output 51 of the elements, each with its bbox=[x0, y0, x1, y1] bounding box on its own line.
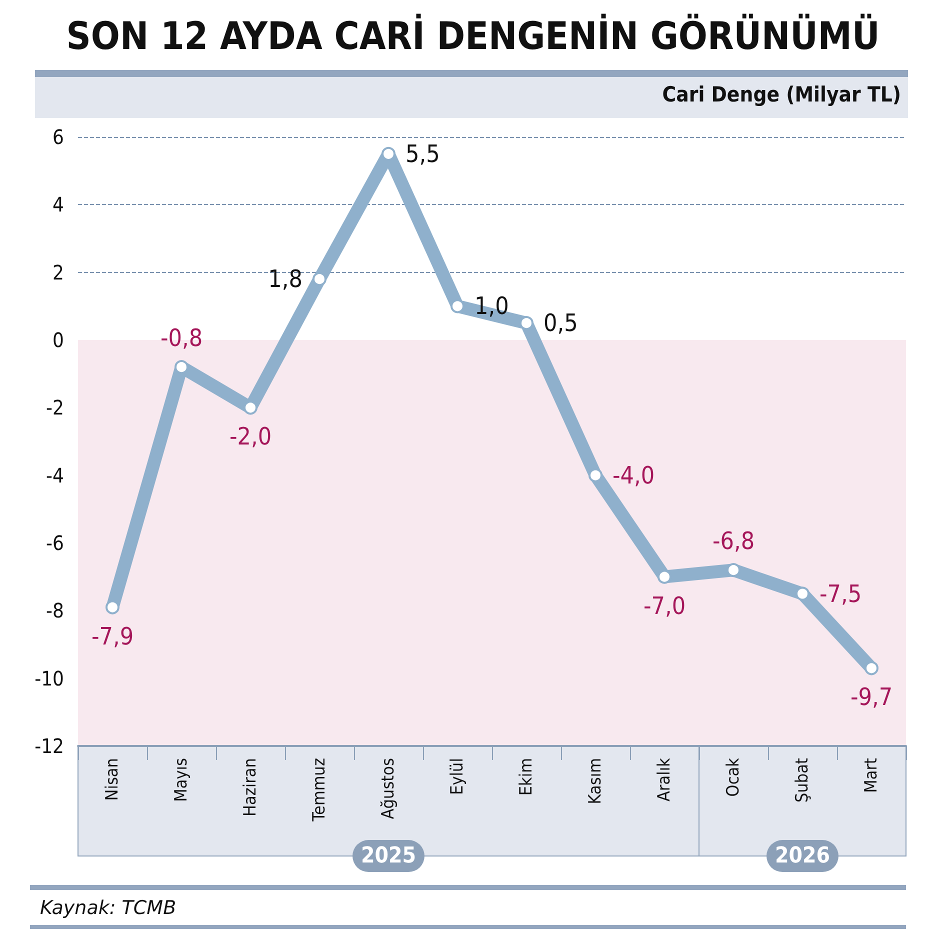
point bbox=[796, 586, 810, 601]
x-tick-label: Haziran bbox=[240, 758, 260, 817]
point bbox=[520, 316, 534, 330]
y-tick-label: 4 bbox=[52, 192, 64, 217]
x-tick-label: Ağustos bbox=[378, 758, 398, 820]
x-tick-label: Temmuz bbox=[310, 758, 330, 822]
x-tick-label: Mart bbox=[862, 758, 882, 793]
point bbox=[382, 146, 396, 161]
y-tick-label: 0 bbox=[52, 328, 64, 352]
data-label: 1,8 bbox=[268, 265, 302, 294]
x-tick-label: Ocak bbox=[724, 758, 744, 797]
data-label: 0,5 bbox=[544, 309, 578, 338]
y-tick-label: -10 bbox=[34, 666, 64, 690]
point bbox=[174, 360, 188, 374]
x-tick-label: Mayıs bbox=[172, 758, 192, 802]
x-tick-label: Aralık bbox=[654, 758, 674, 802]
data-label: -6,8 bbox=[712, 527, 755, 556]
y-axis-title: Cari Denge (Milyar TL) bbox=[662, 82, 902, 106]
y-tick-label: -6 bbox=[46, 531, 64, 555]
text: Kaynak: TCMB bbox=[40, 897, 176, 919]
text: 2026 bbox=[774, 844, 830, 868]
data-label: 1,0 bbox=[474, 292, 509, 320]
y-tick-label: 2 bbox=[52, 260, 64, 284]
data-label: -9,7 bbox=[850, 683, 893, 712]
x-tick-label: Kasım bbox=[586, 758, 606, 804]
y-tick-label: -12 bbox=[34, 734, 64, 758]
y-tick-label: -8 bbox=[46, 598, 64, 623]
point bbox=[244, 400, 258, 415]
point bbox=[588, 468, 602, 482]
data-label: -2,0 bbox=[229, 422, 272, 451]
x-tick-label: Nisan bbox=[102, 758, 122, 801]
x-tick-label: Şubat bbox=[792, 758, 812, 802]
y-tick-label: 6 bbox=[52, 125, 64, 149]
data-label: -7,5 bbox=[820, 580, 862, 608]
x-tick-label: Eylül bbox=[448, 758, 468, 795]
point bbox=[312, 272, 326, 286]
data-label: -4,0 bbox=[612, 461, 655, 490]
data-label: 5,5 bbox=[406, 140, 440, 168]
point bbox=[106, 600, 120, 614]
point bbox=[726, 563, 740, 578]
point bbox=[450, 299, 464, 314]
data-label: -0,8 bbox=[160, 324, 203, 352]
x-tick-label: Ekim bbox=[516, 758, 536, 796]
text: 2025 bbox=[360, 844, 416, 868]
data-label: -7,9 bbox=[91, 622, 134, 650]
data-label: -7,0 bbox=[643, 592, 686, 620]
y-tick-label: -4 bbox=[46, 463, 64, 488]
point bbox=[864, 661, 878, 676]
y-tick-label: -2 bbox=[46, 396, 64, 420]
chart-title: SON 12 AYDA CARİ DENGENİN GÖRÜNÜMÜ bbox=[66, 13, 880, 58]
point bbox=[658, 570, 672, 584]
